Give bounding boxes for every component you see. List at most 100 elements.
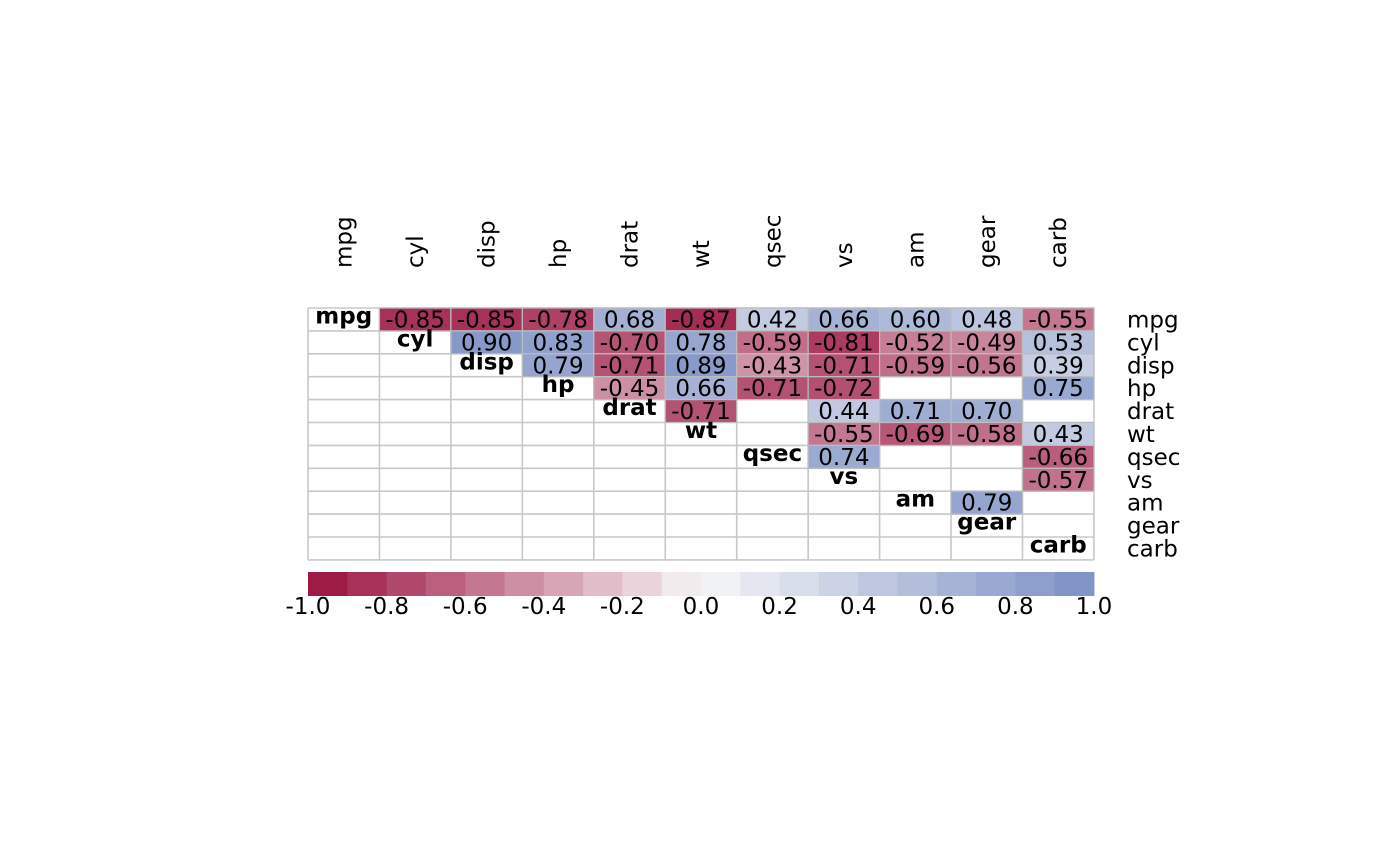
- legend-swatch: [347, 572, 388, 596]
- column-labels: mpg cyl disp hp drat wt qsec vs am gear carb: [332, 215, 1072, 269]
- cell-label-vs-carb: -0.57: [1028, 468, 1088, 494]
- legend-tick-label: 0.0: [683, 594, 720, 620]
- cell-label-qsec-carb: -0.66: [1028, 445, 1088, 471]
- diagonal-label-hp: hp: [542, 372, 575, 398]
- legend-tick-label: 1.0: [1076, 594, 1113, 620]
- diagonal-label-am: am: [896, 487, 936, 513]
- cell-label-disp-gear: -0.56: [957, 353, 1017, 379]
- cell-label-mpg-cyl: -0.85: [385, 307, 445, 333]
- cell-label-mpg-qsec: 0.42: [747, 307, 798, 333]
- cell-label-disp-hp: 0.79: [532, 353, 583, 379]
- legend-swatch: [661, 572, 702, 596]
- cell-label-hp-carb: 0.75: [1033, 376, 1084, 402]
- cell-label-drat-am: 0.71: [890, 399, 941, 425]
- cell-label-mpg-disp: -0.85: [457, 307, 517, 333]
- column-label-mpg: mpg: [332, 216, 358, 268]
- legend-tick-label: -0.2: [600, 594, 645, 620]
- legend-swatch: [700, 572, 741, 596]
- legend-tick-label: -1.0: [286, 594, 331, 620]
- cell-label-disp-qsec: -0.43: [743, 353, 803, 379]
- cell-label-cyl-vs: -0.81: [814, 330, 874, 356]
- cell-label-cyl-wt: 0.78: [675, 330, 726, 356]
- cell-label-cyl-am: -0.52: [886, 330, 946, 356]
- legend-tick-label: -0.8: [364, 594, 409, 620]
- column-label-wt: wt: [689, 240, 715, 268]
- diagonal-label-drat: drat: [602, 395, 656, 421]
- cell-label-cyl-qsec: -0.59: [743, 330, 803, 356]
- legend-swatch: [897, 572, 938, 596]
- cell-drat-wt: [664, 399, 738, 424]
- cell-label-mpg-am: 0.60: [890, 307, 941, 333]
- cell-label-disp-vs: -0.71: [814, 353, 874, 379]
- row-label-vs: vs: [1127, 468, 1153, 494]
- column-label-cyl: cyl: [403, 235, 429, 268]
- cell-vs-carb: [1021, 467, 1095, 492]
- cell-am-gear: [950, 490, 1024, 515]
- legend-swatch: [779, 572, 820, 596]
- row-label-qsec: qsec: [1127, 445, 1180, 471]
- cell-label-cyl-carb: 0.53: [1033, 330, 1084, 356]
- row-label-cyl: cyl: [1127, 330, 1160, 356]
- cell-label-disp-carb: 0.39: [1033, 353, 1084, 379]
- diagonal-label-cyl: cyl: [397, 326, 434, 352]
- column-label-gear: gear: [975, 215, 1001, 268]
- diagonal-label-carb: carb: [1030, 532, 1087, 558]
- column-label-disp: disp: [475, 220, 501, 268]
- cell-label-hp-vs: -0.72: [814, 376, 874, 402]
- cell-qsec-vs: [807, 444, 881, 469]
- cell-label-cyl-drat: -0.70: [600, 330, 660, 356]
- legend-swatch: [425, 572, 466, 596]
- legend-swatch: [818, 572, 859, 596]
- column-label-drat: drat: [618, 221, 644, 268]
- diagonal-label-wt: wt: [685, 418, 717, 444]
- legend-tick-label: -0.4: [521, 594, 566, 620]
- legend-tick-label: 0.8: [997, 594, 1034, 620]
- legend-swatch: [976, 572, 1016, 596]
- diagonal-label-mpg: mpg: [315, 303, 372, 329]
- legend-tick-label: 0.4: [840, 594, 877, 620]
- row-label-mpg: mpg: [1127, 307, 1179, 333]
- row-label-hp: hp: [1127, 376, 1156, 402]
- cell-label-hp-wt: 0.66: [675, 376, 726, 402]
- diagonal-label-gear: gear: [957, 510, 1017, 536]
- legend-swatch: [465, 572, 505, 596]
- legend-swatch: [622, 572, 663, 596]
- legend-swatch: [308, 572, 348, 596]
- legend-tick-label: -0.6: [443, 594, 488, 620]
- legend-swatch: [1054, 572, 1095, 596]
- row-label-gear: gear: [1127, 514, 1180, 540]
- row-label-am: am: [1127, 491, 1164, 517]
- legend-swatch: [858, 572, 898, 596]
- cell-label-cyl-disp: 0.90: [461, 330, 512, 356]
- row-label-carb: carb: [1127, 536, 1178, 562]
- legend-swatch: [740, 572, 781, 596]
- cell-label-mpg-drat: 0.68: [604, 307, 655, 333]
- diagonal-label-qsec: qsec: [743, 441, 802, 467]
- legend-swatch: [543, 572, 584, 596]
- row-label-drat: drat: [1127, 399, 1174, 425]
- cell-label-drat-wt: -0.71: [671, 399, 731, 425]
- cell-label-mpg-wt: -0.87: [671, 307, 731, 333]
- cell-label-hp-drat: -0.45: [600, 376, 660, 402]
- cell-label-wt-vs: -0.55: [814, 422, 874, 448]
- cell-label-mpg-carb: -0.55: [1028, 307, 1088, 333]
- color-legend: -1.0 -0.8 -0.6 -0.4 -0.2 0.0 0.2 0.4 0.6 0.8 1.0: [286, 572, 1113, 620]
- legend-swatch: [936, 572, 977, 596]
- cell-label-mpg-vs: 0.66: [818, 307, 869, 333]
- row-label-wt: wt: [1127, 422, 1155, 448]
- column-label-carb: carb: [1046, 217, 1072, 268]
- column-label-am: am: [903, 232, 929, 269]
- column-label-qsec: qsec: [760, 215, 786, 268]
- legend-swatch: [1015, 572, 1056, 596]
- cell-label-drat-gear: 0.70: [961, 399, 1012, 425]
- cell-label-am-gear: 0.79: [961, 491, 1012, 517]
- cell-label-hp-qsec: -0.71: [743, 376, 803, 402]
- legend-swatch: [504, 572, 545, 596]
- cell-label-disp-wt: 0.89: [675, 353, 726, 379]
- column-label-hp: hp: [546, 239, 572, 268]
- cell-label-qsec-vs: 0.74: [818, 445, 869, 471]
- diagonal-label-disp: disp: [459, 349, 514, 375]
- cell-label-cyl-hp: 0.83: [532, 330, 583, 356]
